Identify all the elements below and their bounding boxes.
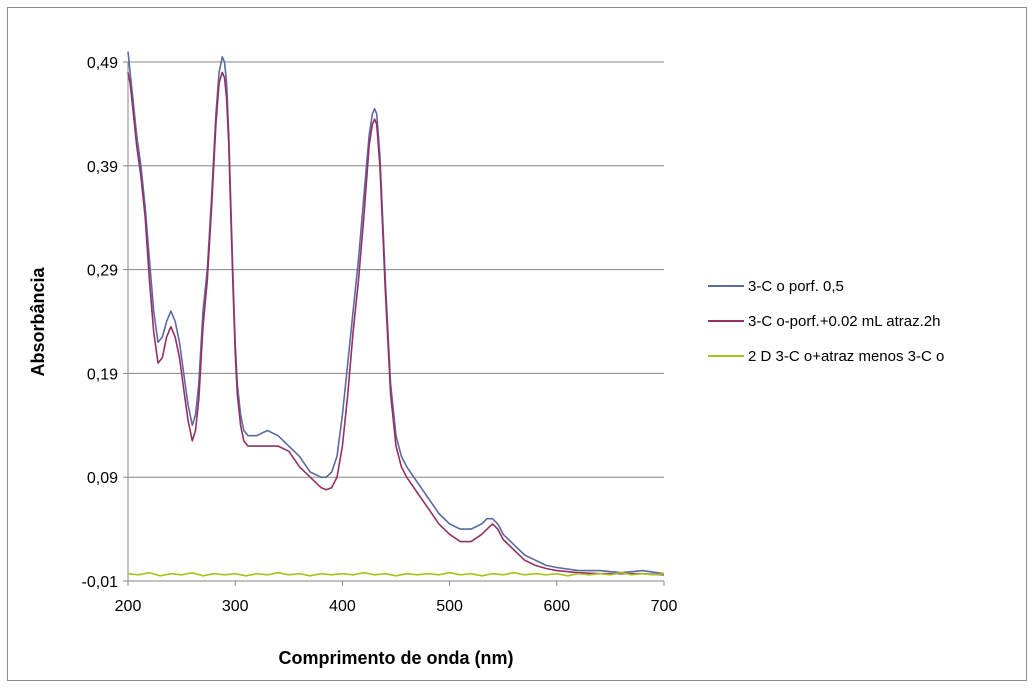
- y-axis-title: Absorbância: [28, 266, 48, 376]
- chart-area: -0,01 0,09 0,19 0,29 0,39 0,49 200 300 400 500 60…: [7, 7, 1027, 681]
- x-tick-label: 600: [543, 598, 570, 615]
- x-tick-label: 300: [222, 598, 249, 615]
- series-line-1: [127, 51, 665, 575]
- y-tick-label: 0,49: [87, 55, 118, 72]
- y-tick-label: 0,39: [87, 159, 118, 176]
- series-line-2: [127, 71, 665, 576]
- gridlines: [128, 61, 664, 478]
- line-chart: -0,01 0,09 0,19 0,29 0,39 0,49 200 300 400 500 60…: [28, 51, 944, 668]
- series-lines: [127, 51, 665, 577]
- y-tick-label: 0,19: [87, 366, 118, 383]
- y-tick-label: 0,29: [87, 263, 118, 280]
- series-line-3: [127, 571, 665, 577]
- x-tick-label: 500: [436, 598, 463, 615]
- y-tick-labels: -0,01 0,09 0,19 0,29 0,39 0,49: [82, 55, 128, 591]
- x-tick-label: 400: [329, 598, 356, 615]
- x-tick-label: 700: [651, 598, 678, 615]
- y-tick-label: -0,01: [82, 574, 119, 591]
- y-tick-label: 0,09: [87, 470, 118, 487]
- legend-label: 3-C o porf. 0,5: [748, 278, 844, 295]
- x-tick-label: 200: [115, 598, 142, 615]
- legend: 3-C o porf. 0,5 3-C o-porf.+0.02 mL atraz…: [708, 278, 944, 365]
- legend-label: 3-C o-porf.+0.02 mL atraz.2h: [748, 313, 940, 330]
- axes: [127, 62, 664, 582]
- legend-label: 2 D 3-C o+atraz menos 3-C o: [748, 348, 944, 365]
- x-axis-title: Comprimento de onda (nm): [279, 648, 514, 668]
- x-tick-labels: 200 300 400 500 600 700: [115, 581, 678, 615]
